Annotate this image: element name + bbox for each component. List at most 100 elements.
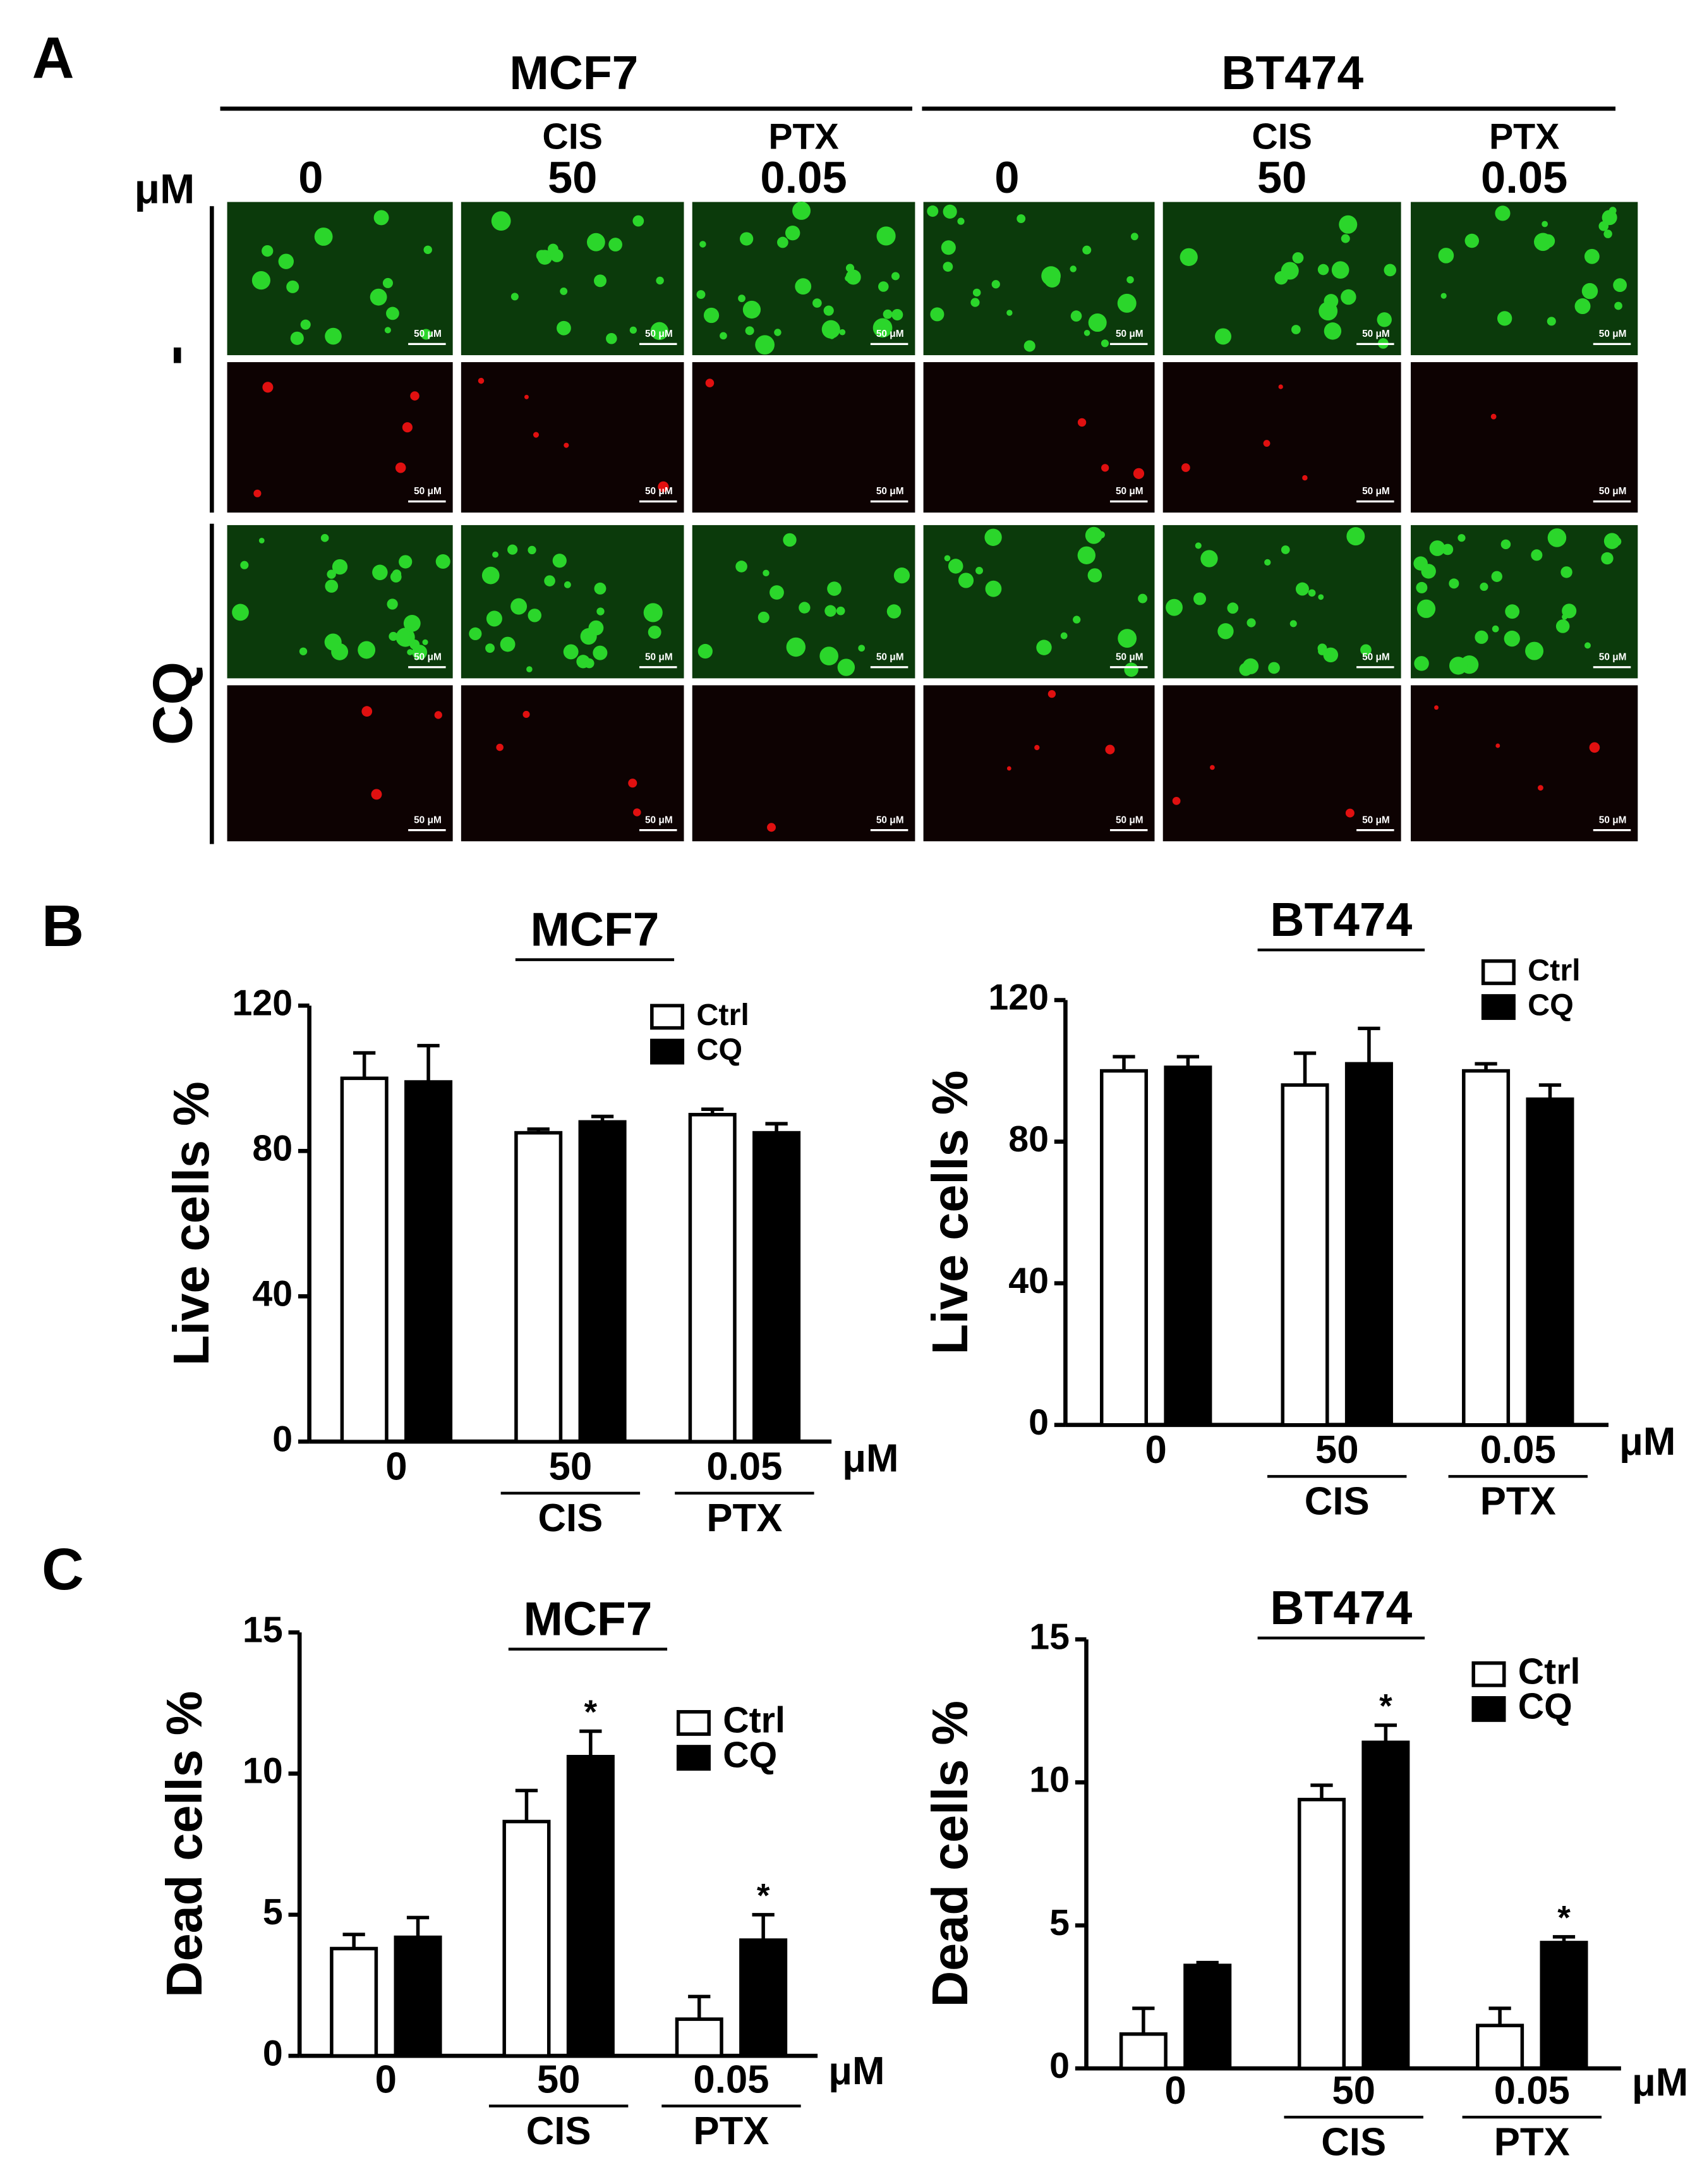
cell-dot <box>970 298 980 307</box>
cell-dot <box>941 240 956 255</box>
cell-dot <box>1217 623 1234 640</box>
cell-dot <box>478 377 485 384</box>
cell-dot <box>755 335 775 355</box>
cell-dot <box>299 647 308 655</box>
cell-dot <box>648 625 661 639</box>
group-label: CIS <box>526 2109 591 2153</box>
cell-dot <box>524 394 529 399</box>
cell-dot <box>1440 293 1447 299</box>
scale-bar-label: 50 μM <box>1599 815 1627 825</box>
cell-dot <box>705 379 715 387</box>
cell-dot <box>1480 582 1488 592</box>
cell-dot <box>1180 248 1198 266</box>
cell-dot <box>1085 526 1102 544</box>
dose-label: 0 <box>994 152 1019 202</box>
cell-dot <box>1166 598 1183 616</box>
drug-label: CIS <box>1252 117 1312 157</box>
unit-label: μM <box>1619 1420 1675 1464</box>
cell-dot <box>823 305 834 316</box>
cell-dot <box>1291 325 1301 334</box>
bar <box>514 1131 563 1443</box>
scale-bar-label: 50 μM <box>645 329 673 339</box>
cell-dot <box>696 290 706 300</box>
cell-dot <box>643 603 663 622</box>
cell-dot <box>872 318 893 338</box>
panel-label: C <box>42 1536 84 1602</box>
cell-dot <box>777 236 788 248</box>
group-label: PTX <box>693 2109 769 2153</box>
y-axis-label: Dead cells % <box>922 1701 978 2007</box>
cell-dot <box>395 628 415 647</box>
y-tick-label: 120 <box>232 983 293 1023</box>
cell-dot <box>382 277 393 288</box>
y-axis-label: Live cells % <box>922 1071 978 1355</box>
cell-dot <box>1612 537 1622 547</box>
cell-dot <box>1097 531 1105 538</box>
cell-dot <box>975 566 983 574</box>
legend-label: CQ <box>696 1033 742 1067</box>
cell-dot <box>1101 464 1109 472</box>
cell-dot <box>958 573 974 588</box>
x-tick-label: 50 <box>537 2058 581 2101</box>
micrograph <box>1411 685 1638 842</box>
cell-dot <box>1547 317 1556 326</box>
legend-label: CQ <box>1518 1687 1572 1727</box>
cell-dot <box>557 320 571 336</box>
cell-dot <box>564 581 571 588</box>
scale-bar-label: 50 μM <box>645 815 673 825</box>
significance-mark: * <box>1557 1899 1571 1936</box>
cell-dot <box>1023 340 1035 352</box>
cell-dot <box>795 278 812 295</box>
legend-swatch <box>676 1710 711 1736</box>
group-label: PTX <box>1480 1480 1556 1524</box>
cell-dot <box>1319 301 1338 321</box>
micrograph <box>923 362 1155 513</box>
cell-dot <box>594 274 607 288</box>
cell-dot <box>332 559 348 575</box>
cell-dot <box>403 615 421 632</box>
cell-dot <box>876 226 896 246</box>
chart-title: BT474 <box>1270 1581 1412 1634</box>
bar <box>1119 2032 1168 2070</box>
cell-dot <box>632 215 644 227</box>
cell-dot <box>656 276 664 285</box>
cell-dot <box>1531 549 1543 561</box>
cell-dot <box>1602 210 1617 226</box>
cell-dot <box>1264 559 1271 566</box>
cell-dot <box>845 264 855 272</box>
x-tick-label: 0.05 <box>1480 1428 1556 1472</box>
cell-dot <box>1308 589 1316 597</box>
unit-label: μM <box>842 1436 898 1480</box>
x-tick-label: 0.05 <box>706 1445 782 1489</box>
cell-dot <box>740 232 754 246</box>
cell-dot <box>1124 662 1138 677</box>
cell-dot <box>1317 264 1329 276</box>
cell-dot <box>389 631 398 641</box>
y-tick-label: 15 <box>1029 1617 1070 1657</box>
cell-dot <box>1416 599 1436 618</box>
scale-bar-label: 50 μM <box>1599 652 1627 662</box>
scale-bar-label: 50 μM <box>1116 652 1144 662</box>
bar <box>502 1819 551 2058</box>
cell-dot <box>821 320 840 339</box>
cell-dot <box>1118 629 1137 648</box>
cell-dot <box>985 580 1002 597</box>
y-tick-label: 0 <box>263 2033 283 2073</box>
cell-dot <box>948 559 963 574</box>
micrograph <box>923 685 1155 842</box>
scale-bar-label: 50 μM <box>876 486 904 497</box>
cell-dot <box>1006 766 1011 771</box>
cell-dot <box>420 329 432 340</box>
legend-swatch <box>650 1004 685 1030</box>
cell-dot <box>628 779 637 788</box>
scale-bar-label: 50 μM <box>1116 815 1144 825</box>
cell-dot <box>492 551 499 558</box>
x-tick-label: 50 <box>1332 2069 1375 2113</box>
chart-title: MCF7 <box>523 1592 652 1646</box>
cell-dot <box>845 269 861 285</box>
cell-dot <box>564 442 569 448</box>
cell-dot <box>1292 252 1304 264</box>
micrograph <box>692 685 915 842</box>
